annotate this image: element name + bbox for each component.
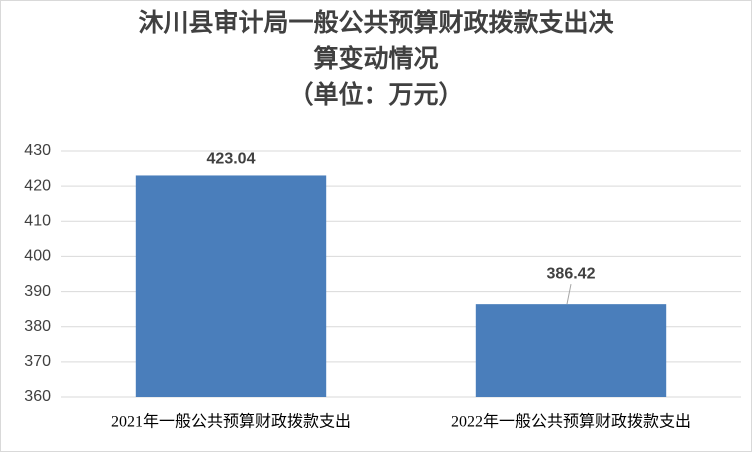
bar (475, 304, 667, 397)
value-label: 423.04 (207, 151, 256, 168)
bar (135, 175, 327, 397)
chart-title: 沐川县审计局一般公共预算财政拨款支出决 算变动情况 （单位：万元） (138, 9, 614, 109)
y-tick-label: 360 (24, 388, 51, 405)
y-tick-label: 420 (24, 177, 51, 194)
y-tick-label: 430 (24, 142, 51, 159)
leader-line (566, 284, 572, 305)
y-tick-label: 370 (24, 353, 51, 370)
y-tick-label: 380 (24, 318, 51, 335)
x-tick-label: 2021年一般公共预算财政拨款支出 (111, 412, 351, 431)
y-tick-label: 400 (24, 248, 51, 265)
value-label: 386.42 (547, 265, 596, 282)
x-tick-label: 2022年一般公共预算财政拨款支出 (451, 412, 691, 431)
y-tick-label: 390 (24, 283, 51, 300)
y-tick-label: 410 (24, 213, 51, 230)
